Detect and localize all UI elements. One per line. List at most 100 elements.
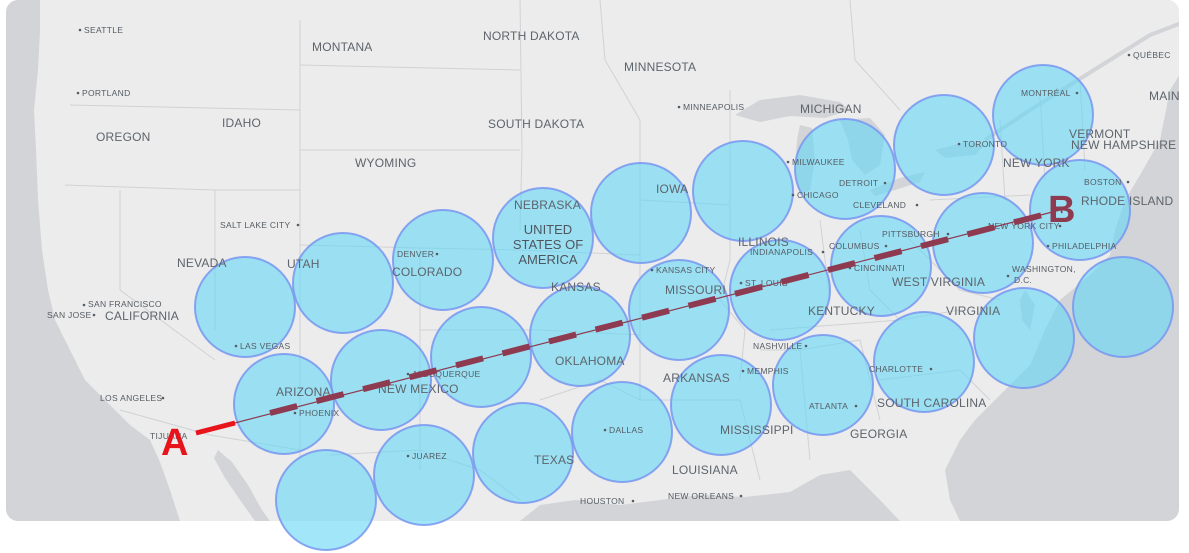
coverage-circle[interactable] [233, 353, 335, 455]
city-label-memphis: MEMPHIS [747, 366, 789, 376]
city-dot [1126, 180, 1130, 184]
state-label-iowa: IOWA [656, 182, 688, 196]
city-label-atlanta: ATLANTA [809, 401, 848, 411]
city-label-seattle: SEATTLE [84, 25, 123, 35]
city-label-las-vegas: LAS VEGAS [240, 341, 290, 351]
state-label-new-hampshire: NEW HAMPSHIRE [1071, 138, 1176, 152]
city-dot [1127, 53, 1131, 57]
route-end-label: B [1048, 189, 1075, 231]
state-label-maine: MAIN [1149, 89, 1180, 103]
city-label-juarez: JUAREZ [412, 451, 447, 461]
country-label: AMERICA [518, 252, 578, 267]
state-label-nevada: NEVADA [177, 256, 227, 270]
state-label-georgia: GEORGIA [850, 427, 907, 441]
city-label-cleveland: CLEVELAND [853, 200, 906, 210]
city-dot [1058, 224, 1062, 228]
coverage-circle[interactable] [873, 311, 975, 413]
coverage-circle[interactable] [492, 187, 594, 289]
city-dot [1046, 244, 1050, 248]
state-label-arkansas: ARKANSAS [663, 371, 730, 385]
map-labels: UNITED STATES OF AMERICA MONTANA NORTH D… [47, 25, 1180, 506]
state-label-michigan: MICHIGAN [800, 102, 862, 116]
city-label-columbus: COLUMBUS [829, 241, 880, 251]
city-label-portland: PORTLAND [82, 88, 131, 98]
route-start-segment [195, 420, 236, 436]
city-label-los-angeles: LOS ANGELES [100, 393, 162, 403]
coverage-circle[interactable] [194, 256, 296, 358]
city-dot [854, 404, 858, 408]
city-label-albuquerque: ALBUQUERQUE [412, 369, 481, 379]
coverage-circle[interactable] [571, 381, 673, 483]
coverage-circle[interactable] [830, 215, 932, 317]
coverage-circle[interactable] [794, 118, 896, 220]
state-label-oregon: OREGON [96, 130, 151, 144]
city-label-pittsburgh: PITTSBURGH [882, 229, 940, 239]
coverage-circle[interactable] [670, 354, 772, 456]
city-dot [406, 372, 410, 376]
city-dot [92, 313, 96, 317]
state-label-louisiana: LOUISIANA [672, 463, 738, 477]
city-dot [234, 344, 238, 348]
gulf-of-california [214, 450, 270, 521]
coverage-circle[interactable] [729, 239, 831, 341]
city-dot [677, 105, 681, 109]
state-label-colorado: COLORADO [392, 265, 462, 279]
city-label-salt-lake-city: SALT LAKE CITY [220, 220, 291, 230]
coverage-circle[interactable] [590, 162, 692, 264]
city-label-tijuana: TIJUANA [150, 431, 188, 441]
route-dashed-line [269, 207, 1063, 416]
coverage-circle[interactable] [275, 449, 377, 551]
coverage-circle[interactable] [330, 329, 432, 431]
city-dot [406, 454, 410, 458]
city-label-minneapolis: MINNEAPOLIS [683, 102, 744, 112]
city-dot [1006, 274, 1010, 278]
coverage-circle[interactable] [692, 140, 794, 242]
state-label-nebraska: NEBRASKA [514, 198, 581, 212]
coverage-circle[interactable] [973, 287, 1075, 389]
coverage-circle[interactable] [292, 232, 394, 334]
city-label-denver: DENVER [397, 249, 434, 259]
city-label-cincinnati: CINCINNATI [854, 263, 905, 273]
city-label-indianapolis: INDIANAPOLIS [750, 247, 813, 257]
city-dot [435, 252, 439, 256]
state-label-wyoming: WYOMING [355, 156, 416, 170]
country-label: UNITED [524, 222, 572, 237]
city-label-san-francisco: SAN FRANCISCO [88, 299, 162, 309]
city-dot [786, 160, 790, 164]
coverage-circle[interactable] [1072, 256, 1174, 358]
state-label-mississippi: MISSISSIPPI [720, 423, 794, 437]
coverage-circle[interactable] [893, 94, 995, 196]
coverage-circle[interactable] [373, 424, 475, 526]
city-dot [76, 91, 80, 95]
city-dot [957, 142, 961, 146]
city-dot [883, 181, 887, 185]
city-dot [791, 193, 795, 197]
city-label-charlotte: CHARLOTTE [869, 364, 923, 374]
city-dot [739, 281, 743, 285]
coverage-circles [194, 64, 1174, 551]
coverage-circle[interactable] [1029, 159, 1131, 261]
state-label-illinois: ILLINOIS [738, 235, 789, 249]
coverage-circle[interactable] [529, 285, 631, 387]
city-label-new-orleans: NEW ORLEANS [668, 491, 734, 501]
city-label-houston: HOUSTON [580, 496, 624, 506]
coverage-circle[interactable] [392, 209, 494, 311]
city-label-phoenix: PHOENIX [299, 408, 339, 418]
city-dot [915, 203, 919, 207]
city-dot [946, 232, 950, 236]
route-start-label: A [161, 422, 188, 464]
city-dot [603, 428, 607, 432]
state-label-virginia: VIRGINIA [946, 304, 1000, 318]
coverage-circle[interactable] [992, 64, 1094, 166]
city-dot [650, 268, 654, 272]
city-label-milwaukee: MILWAUKEE [792, 157, 845, 167]
city-label-new-york-city: NEW YORK CITY [988, 221, 1060, 231]
city-dot [293, 411, 297, 415]
coverage-circle[interactable] [628, 259, 730, 361]
state-label-vermont: VERMONT [1069, 127, 1131, 141]
coverage-circle[interactable] [772, 334, 874, 436]
coverage-circle[interactable] [472, 402, 574, 504]
state-label-montana: MONTANA [312, 40, 373, 54]
state-label-minnesota: MINNESOTA [624, 60, 696, 74]
